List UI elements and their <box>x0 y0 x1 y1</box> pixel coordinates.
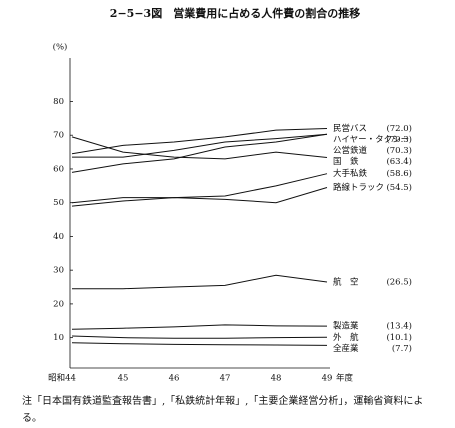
series-line <box>71 335 328 339</box>
series-line <box>71 127 328 155</box>
y-tick-label: 70 <box>53 131 64 141</box>
chart-title: 2−5−3図 営業費用に占める人件費の割合の推移 <box>110 6 360 20</box>
x-tick-label: 46 <box>169 374 180 384</box>
x-tick-label: 49 <box>322 374 333 384</box>
y-tick-label: 10 <box>53 333 64 343</box>
y-axis-label: (%) <box>53 42 68 53</box>
series-line <box>71 136 328 160</box>
y-tick-label: 80 <box>53 97 64 107</box>
legend-label: 大手私鉄 <box>333 168 368 179</box>
y-tick-label: 30 <box>53 266 64 276</box>
legend-label: 製造業 <box>333 321 359 332</box>
x-tick-label: 昭和44 <box>48 374 76 384</box>
legend-label: ハイヤー・タクシー <box>333 135 409 145</box>
y-tick-label: 50 <box>53 198 64 208</box>
chart: 2−5−3図 営業費用に占める人件費の割合の推移 (%) 10 20 30 40 50 6… <box>48 6 412 384</box>
x-tick-label: 45 <box>118 374 129 384</box>
x-axis-label: 年度 <box>336 373 354 384</box>
legend-label: 国 鉄 <box>333 156 359 167</box>
y-tick-label: 20 <box>53 299 64 309</box>
legend-label: 公営鉄道 <box>333 145 368 156</box>
legend-label: 全産業 <box>333 343 359 354</box>
series-line <box>71 133 328 173</box>
y-tick-label: 40 <box>53 232 64 242</box>
data-label: (63.4) <box>386 156 412 167</box>
x-tick-label: 47 <box>220 374 231 384</box>
series-line <box>71 324 328 330</box>
series-line <box>71 187 328 207</box>
legend-label: 民営バス <box>333 123 367 134</box>
data-label: (7.7) <box>392 343 412 354</box>
data-label: (72.0) <box>386 123 412 134</box>
data-label: (26.5) <box>386 276 412 287</box>
data-label: (13.4) <box>386 321 412 332</box>
note: 注「日本国有鉄道監査報告書」,「私鉄統計年報」,「主要企業経営分析」，運輸省資料… <box>22 396 424 424</box>
data-label: (54.5) <box>386 182 412 193</box>
series-line <box>72 133 328 158</box>
series-line <box>71 173 328 204</box>
series-line <box>71 342 328 346</box>
series-line <box>72 274 328 290</box>
legend-label: 航 空 <box>333 276 359 287</box>
x-tick-label: 48 <box>271 374 282 384</box>
legend-label: 路線トラック <box>333 182 384 193</box>
data-label: (70.3) <box>386 134 412 145</box>
data-label: (10.1) <box>386 332 412 343</box>
y-tick-label: 60 <box>53 164 64 174</box>
legend-label: 外 航 <box>333 332 359 343</box>
data-label: (58.6) <box>386 168 412 179</box>
data-label: (70.3) <box>386 145 412 156</box>
